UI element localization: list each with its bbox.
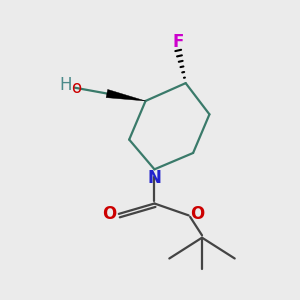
- Text: H: H: [60, 76, 72, 94]
- Text: O: O: [102, 206, 116, 224]
- Text: F: F: [172, 33, 184, 51]
- Polygon shape: [106, 89, 146, 101]
- Text: o: o: [71, 79, 82, 97]
- Text: N: N: [148, 169, 161, 187]
- Text: O: O: [190, 205, 205, 223]
